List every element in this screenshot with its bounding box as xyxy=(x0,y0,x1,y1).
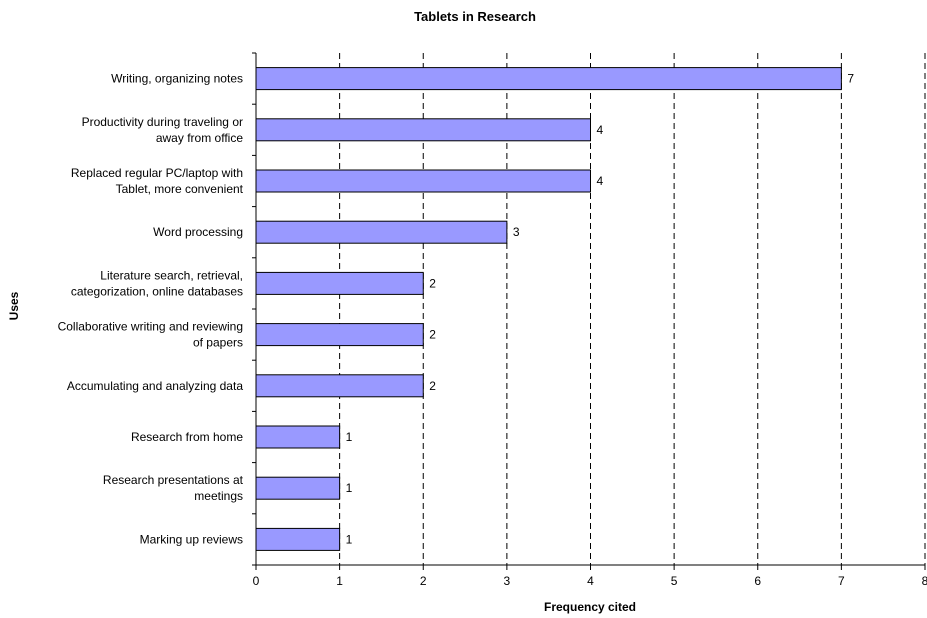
category-label: Writing, organizing notes xyxy=(111,72,243,86)
bar xyxy=(255,425,341,449)
bar xyxy=(255,323,424,347)
category-label: Marking up reviews xyxy=(140,532,243,546)
category-label: Replaced regular PC/laptop with Tablet, m… xyxy=(71,166,244,196)
x-tick-label: 3 xyxy=(504,574,511,588)
x-tick-label: 8 xyxy=(922,574,927,588)
x-tick-label: 1 xyxy=(336,574,343,588)
bar xyxy=(255,118,591,142)
bar xyxy=(255,220,508,244)
category-label: Research presentations at meetings xyxy=(103,473,244,503)
bar xyxy=(255,67,842,91)
category-label: Accumulating and analyzing data xyxy=(67,379,243,393)
data-label: 2 xyxy=(429,276,436,290)
bar xyxy=(255,271,424,295)
data-label: 1 xyxy=(346,532,353,546)
category-label: Collaborative writing and reviewing of pa… xyxy=(58,320,243,350)
category-label: Literature search, retrieval, categorizat… xyxy=(71,268,243,298)
x-tick-label: 6 xyxy=(754,574,761,588)
data-label: 2 xyxy=(429,328,436,342)
data-labels: 7 4 4 3 2 2 2 1 1 1 xyxy=(346,72,855,547)
data-label: 3 xyxy=(513,225,520,239)
chart-title: Tablets in Research xyxy=(414,9,536,24)
data-label: 4 xyxy=(597,174,604,188)
category-label: Research from home xyxy=(131,430,243,444)
x-tick-label: 4 xyxy=(587,574,594,588)
category-label: Productivity during traveling or away fro… xyxy=(82,115,244,145)
bar xyxy=(255,476,341,500)
data-label: 1 xyxy=(346,481,353,495)
x-tick-labels: 0 1 2 3 4 5 6 7 8 xyxy=(253,574,927,588)
bars xyxy=(255,67,842,551)
x-tick-label: 7 xyxy=(838,574,845,588)
data-label: 2 xyxy=(429,379,436,393)
bar xyxy=(255,169,591,193)
data-label: 1 xyxy=(346,430,353,444)
x-tick-label: 0 xyxy=(253,574,260,588)
category-label: Word processing xyxy=(153,225,243,239)
data-label: 7 xyxy=(847,72,854,86)
x-tick-label: 5 xyxy=(671,574,678,588)
y-axis-title: Uses xyxy=(7,291,21,320)
bar xyxy=(255,374,424,398)
x-tick-label: 2 xyxy=(420,574,427,588)
category-labels: Writing, organizing notes Productivity du… xyxy=(58,72,244,547)
data-label: 4 xyxy=(597,123,604,137)
x-axis-title: Frequency cited xyxy=(544,600,636,614)
axes xyxy=(252,52,926,570)
bar xyxy=(255,527,341,551)
